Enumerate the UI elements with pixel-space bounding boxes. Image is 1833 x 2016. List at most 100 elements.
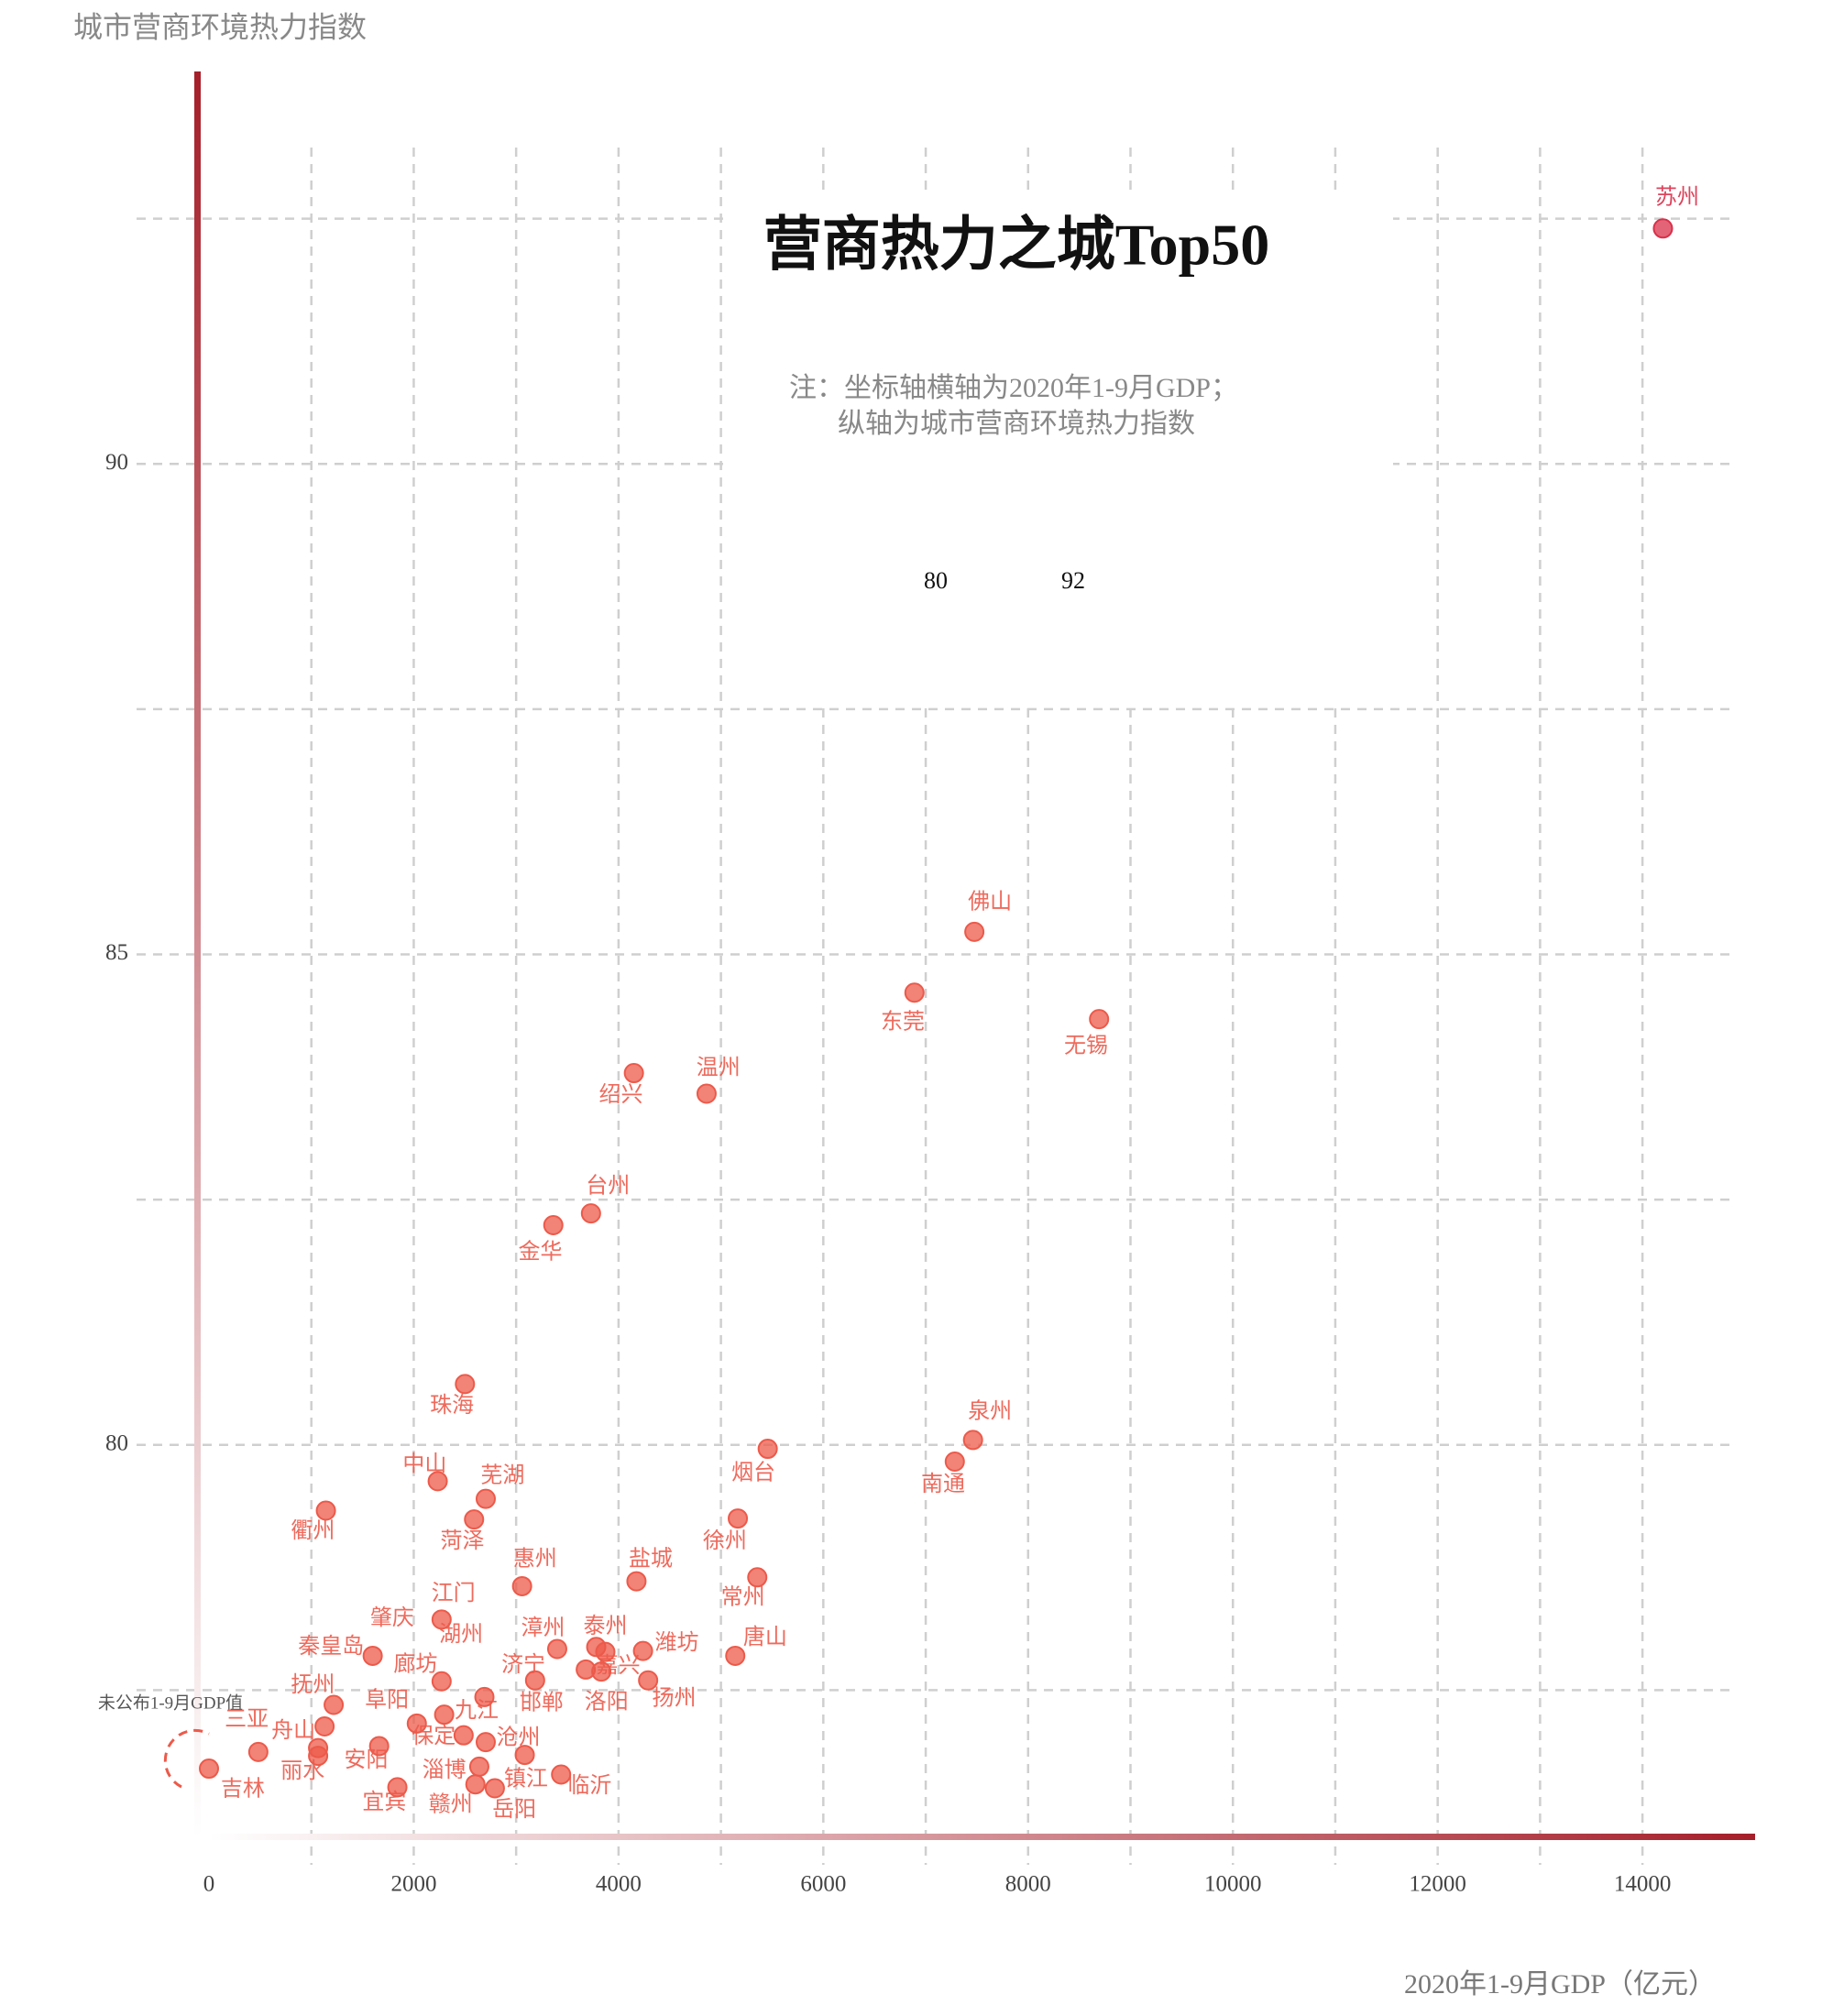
point <box>626 1571 647 1592</box>
point <box>474 1686 495 1707</box>
point-label: 吉林 <box>221 1776 265 1801</box>
point <box>511 1575 532 1596</box>
x-tick-label: 8000 <box>1005 1872 1051 1897</box>
point <box>757 1439 778 1460</box>
point-label: 湖州 <box>439 1622 483 1647</box>
point-label: 廊坊 <box>393 1651 437 1676</box>
point <box>465 1774 486 1795</box>
point <box>468 1756 489 1777</box>
point <box>725 1645 746 1666</box>
point-label: 东莞 <box>881 1009 925 1034</box>
point-label: 潍坊 <box>654 1630 698 1655</box>
point-label: 肇庆 <box>370 1605 414 1630</box>
point-label: 丽水 <box>280 1759 324 1783</box>
point <box>362 1645 383 1666</box>
point-label: 洛阳 <box>585 1690 629 1715</box>
point <box>546 1638 567 1660</box>
point-label: 烟台 <box>731 1461 775 1485</box>
point-label: 舟山 <box>271 1718 315 1743</box>
point-label: 珠海 <box>430 1393 474 1418</box>
annotation-arc <box>163 1728 210 1789</box>
point <box>747 1567 768 1588</box>
point-label: 绍兴 <box>598 1082 642 1107</box>
point-label: 宜宾 <box>362 1790 406 1814</box>
point <box>453 1725 474 1746</box>
point-label: 南通 <box>921 1472 965 1496</box>
point-label: 苏州 <box>1655 185 1699 210</box>
point-label: 芜湖 <box>480 1463 524 1487</box>
point-label: 佛山 <box>968 890 1012 915</box>
point <box>551 1764 572 1785</box>
chart-title: 营商热力之城Top50 <box>763 213 1269 278</box>
point-label: 岳阳 <box>492 1797 536 1822</box>
point <box>623 1063 644 1084</box>
point <box>427 1471 448 1492</box>
point <box>1089 1009 1110 1030</box>
point-label: 阜阳 <box>365 1687 409 1712</box>
y-tick-label: 90 <box>105 450 128 475</box>
annotation: 未公布1-9月GDP值 <box>98 1693 243 1713</box>
point <box>199 1759 219 1780</box>
point-label: 盐城 <box>629 1547 673 1572</box>
point <box>475 1488 496 1509</box>
x-tick-label: 14000 <box>1614 1872 1672 1897</box>
point <box>431 1609 452 1630</box>
subtitle: 注：坐标轴横轴为2020年1-9月GDP； <box>789 373 1238 403</box>
point-label: 秦皇岛 <box>298 1634 364 1659</box>
point-label: 唐山 <box>743 1625 787 1649</box>
point <box>543 1214 564 1235</box>
point <box>964 921 985 942</box>
point <box>944 1451 965 1472</box>
point-label: 台州 <box>586 1174 630 1199</box>
point-label: 中山 <box>402 1452 446 1476</box>
point <box>314 1716 335 1737</box>
point-label: 菏泽 <box>440 1528 484 1553</box>
point-label: 无锡 <box>1064 1034 1108 1058</box>
point-label: 沧州 <box>496 1726 540 1750</box>
point-label: 衢州 <box>291 1518 335 1543</box>
point <box>484 1778 505 1799</box>
point <box>455 1374 476 1395</box>
point-label: 漳州 <box>521 1616 565 1640</box>
point <box>475 1732 496 1753</box>
x-tick-label: 0 <box>203 1872 215 1897</box>
point-label: 惠州 <box>513 1546 557 1571</box>
point <box>368 1736 390 1757</box>
point-label: 三亚 <box>225 1708 269 1732</box>
y-axis-title: 城市营商环境热力指数 <box>73 10 367 43</box>
x-tick-label: 2000 <box>390 1872 436 1897</box>
point-label: 济宁 <box>501 1652 545 1677</box>
x-tick-label: 10000 <box>1204 1872 1262 1897</box>
point <box>247 1741 269 1762</box>
point <box>1652 218 1674 239</box>
point <box>315 1500 336 1521</box>
point-label: 九江 <box>455 1698 499 1723</box>
point <box>696 1083 717 1104</box>
point <box>591 1661 612 1682</box>
point <box>904 982 925 1003</box>
point <box>595 1641 616 1662</box>
point <box>324 1694 345 1715</box>
point-label: 临沂 <box>567 1773 611 1798</box>
y-tick-label: 80 <box>105 1431 128 1456</box>
point-label: 扬州 <box>653 1685 697 1710</box>
point <box>406 1713 427 1734</box>
point-label: 泉州 <box>968 1398 1012 1423</box>
point <box>580 1203 601 1224</box>
point-label: 赣州 <box>429 1792 473 1817</box>
y-axis <box>194 71 201 1837</box>
annotation: 80 <box>924 567 948 594</box>
point <box>728 1508 749 1529</box>
point <box>524 1670 545 1691</box>
x-tick-label: 4000 <box>596 1872 642 1897</box>
point-label: 江门 <box>432 1581 476 1605</box>
point-label: 常州 <box>721 1585 765 1610</box>
point-label: 镇江 <box>504 1767 548 1791</box>
point <box>308 1746 329 1767</box>
title-backdrop <box>724 192 1393 706</box>
point-label: 安阳 <box>345 1748 389 1772</box>
point <box>431 1671 452 1692</box>
